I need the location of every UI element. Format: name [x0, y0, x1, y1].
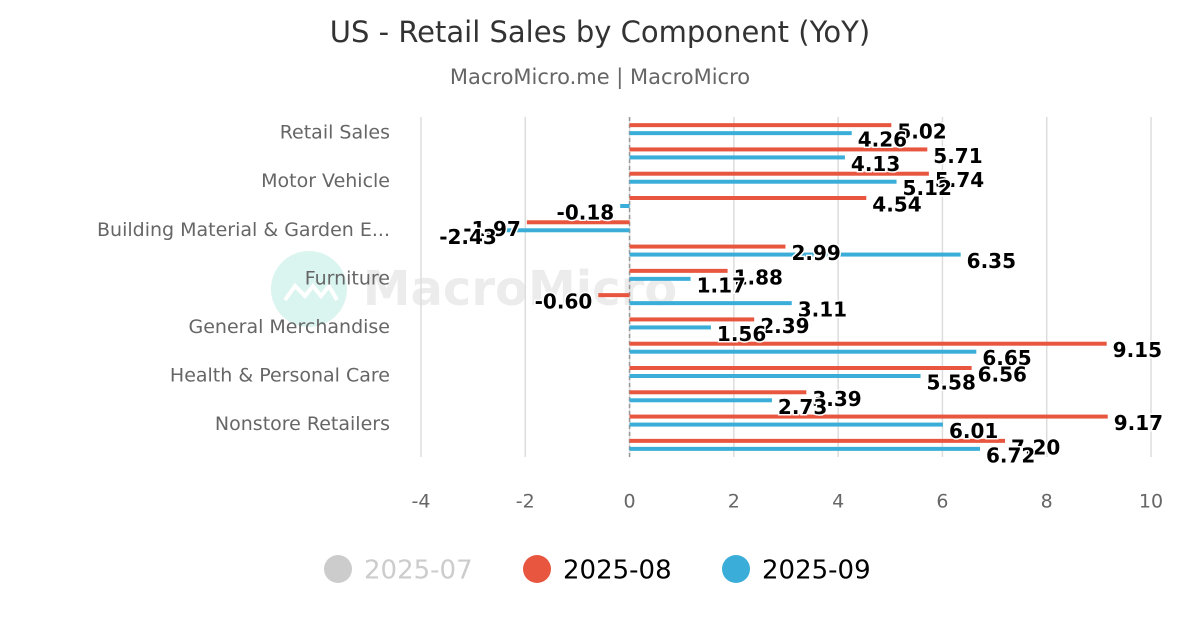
legend-label: 2025-08: [563, 556, 672, 586]
category-label: Retail Sales: [280, 122, 390, 144]
value-label: 6.56: [978, 363, 1027, 387]
bar: [629, 147, 928, 152]
value-label: 3.11: [798, 298, 847, 322]
value-label: 2.99: [791, 241, 840, 265]
category-label: Health & Personal Care: [170, 365, 390, 387]
category-label: Nonstore Retailers: [215, 413, 390, 435]
value-label: 7.20: [1011, 435, 1060, 459]
chart-title: US - Retail Sales by Component (YoY): [330, 15, 870, 49]
x-tick-label: 4: [832, 491, 844, 513]
bar: [526, 220, 630, 225]
bar: [629, 317, 755, 322]
bar: [598, 293, 630, 298]
bar: [629, 414, 1108, 419]
bar: [629, 438, 1005, 443]
bar: [629, 276, 691, 281]
bar: [629, 179, 897, 184]
value-label: -2.43: [439, 225, 497, 249]
bar: [629, 196, 867, 200]
value-label: 1.56: [717, 322, 766, 346]
value-label: 5.71: [933, 144, 982, 168]
value-label: 9.15: [1113, 338, 1162, 362]
legend-swatch: [722, 555, 750, 583]
bar: [629, 268, 728, 273]
value-label: 2.73: [778, 395, 827, 419]
x-tick-label: 10: [1139, 491, 1163, 513]
bar: [629, 349, 977, 354]
category-label: Building Material & Garden E...: [97, 219, 390, 241]
value-label: 3.39: [812, 387, 861, 411]
bar: [629, 374, 921, 378]
x-tick-label: -4: [412, 491, 431, 513]
value-label: 4.26: [858, 128, 907, 152]
watermark-logo: [271, 251, 347, 327]
x-tick-label: 6: [936, 491, 948, 513]
category-label: Motor Vehicle: [261, 170, 390, 192]
value-label: 4.54: [872, 193, 921, 217]
bar: [629, 366, 972, 370]
value-label: -1.97: [463, 217, 521, 241]
bar: [629, 252, 961, 257]
legend-item[interactable]: 2025-09: [722, 555, 871, 586]
value-label: 5.58: [927, 371, 976, 395]
value-label: -0.18: [557, 201, 615, 225]
legend-swatch: [324, 555, 352, 583]
bar: [629, 155, 845, 160]
legend-item[interactable]: 2025-07: [324, 555, 473, 586]
bar: [502, 228, 630, 233]
bar: [629, 123, 892, 128]
category-label: General Merchandise: [189, 316, 391, 338]
legend-label: 2025-09: [762, 556, 871, 586]
legend-label: 2025-07: [364, 556, 473, 586]
value-label: 6.65: [982, 346, 1031, 370]
value-label: 9.17: [1114, 411, 1163, 435]
value-label: 5.74: [935, 168, 984, 192]
bar: [629, 171, 929, 176]
value-label: 1.17: [697, 273, 746, 297]
value-label: 5.12: [903, 176, 952, 200]
value-label: 6.72: [986, 443, 1035, 467]
value-label: 4.13: [851, 152, 900, 176]
value-label: 5.02: [897, 120, 946, 144]
category-label: Furniture: [305, 267, 390, 289]
value-label: 2.39: [760, 314, 809, 338]
bar: [620, 204, 630, 208]
value-label: -0.60: [535, 290, 593, 314]
value-label: 6.01: [949, 419, 998, 443]
x-tick-label: 0: [624, 491, 636, 513]
chart-subtitle: MacroMicro.me | MacroMicro: [450, 65, 750, 90]
bar: [629, 244, 786, 249]
bar: [629, 446, 980, 451]
bar: [629, 390, 807, 395]
legend-item[interactable]: 2025-08: [523, 555, 672, 586]
x-tick-label: 8: [1041, 491, 1053, 513]
legend-swatch: [523, 555, 551, 583]
bar: [629, 422, 943, 427]
value-label: 1.88: [734, 265, 783, 289]
x-tick-label: -2: [516, 491, 535, 513]
bar: [629, 301, 792, 306]
bar: [629, 131, 852, 136]
value-label: 6.35: [967, 249, 1016, 273]
x-tick-label: 2: [728, 491, 740, 513]
bar: [629, 398, 772, 403]
bar: [629, 341, 1107, 346]
bar: [629, 325, 711, 330]
watermark: MacroMicro: [363, 261, 678, 317]
